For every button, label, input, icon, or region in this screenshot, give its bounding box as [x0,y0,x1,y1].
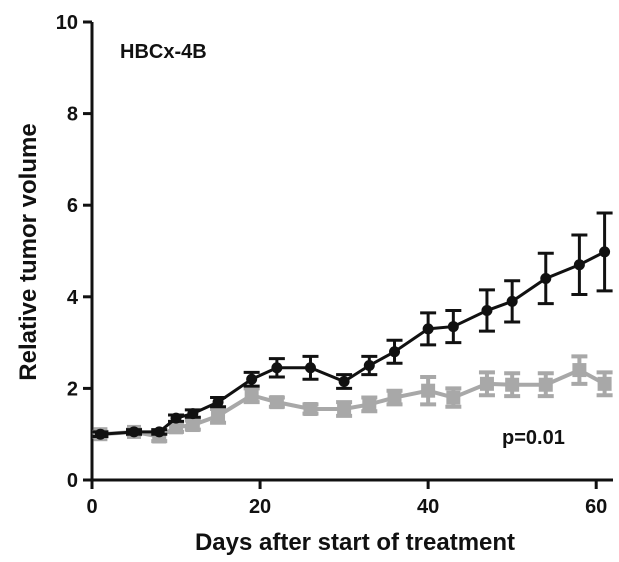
data-point [185,418,200,433]
data-point [505,377,520,392]
x-tick-label: 20 [249,496,271,518]
data-point [271,362,283,374]
data-point [506,295,518,307]
axes: 0 2 4 6 8 10 0 20 40 60 [56,12,613,518]
p-value-annotation: p=0.01 [502,427,565,449]
series-layer [92,211,613,444]
data-point [573,259,585,271]
y-tick-label: 10 [56,12,78,34]
data-point [363,360,375,371]
data-point [187,408,199,420]
x-tick-label: 40 [417,496,439,518]
data-point [153,426,165,438]
data-point [211,408,226,423]
data-point [479,376,494,391]
data-point [244,388,259,403]
data-point [94,428,106,440]
data-point [269,395,284,410]
data-point [304,362,316,374]
data-point [572,363,587,378]
data-point [447,321,459,333]
data-point [389,346,401,358]
data-point [338,376,350,388]
data-point [599,246,611,258]
data-point [169,420,184,435]
data-point [481,305,493,317]
data-point [303,402,318,417]
y-tick-label: 6 [67,195,78,217]
y-tick-label: 4 [67,287,79,309]
x-tick-label: 60 [585,496,607,518]
data-point [421,383,436,398]
x-tick-label: 0 [86,496,97,518]
data-point [538,377,553,392]
data-point [362,397,377,412]
y-tick-label: 0 [67,470,78,492]
y-tick-label: 8 [67,104,78,126]
data-point [387,390,402,405]
data-point [246,373,258,385]
data-point [540,272,552,284]
data-point [128,426,140,438]
data-point [337,402,352,417]
series-1 [92,211,613,440]
data-point [446,390,461,405]
x-axis-title: Days after start of treatment [195,529,515,556]
data-point [212,396,224,408]
data-point [422,323,434,335]
data-point [170,412,182,424]
y-axis-title: Relative tumor volume [15,123,42,380]
data-point [597,376,612,391]
chart-title: HBCx-4B [120,41,207,63]
y-tick-label: 2 [67,378,78,400]
